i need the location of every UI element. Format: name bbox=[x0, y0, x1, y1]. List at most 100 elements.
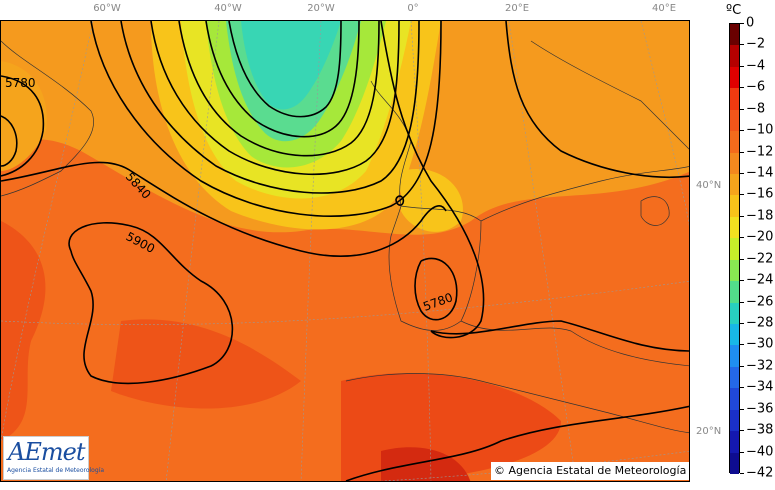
colorbar-tick bbox=[740, 194, 744, 196]
contour-5820 bbox=[120, 21, 420, 194]
contour-5700 bbox=[178, 21, 380, 157]
contour-small-closed bbox=[395, 195, 405, 206]
contour-5780-nw bbox=[1, 75, 45, 177]
colorbar-tick-label: −38 bbox=[746, 422, 774, 438]
colorbar-segment bbox=[730, 88, 739, 111]
colorbar-segment bbox=[730, 388, 739, 411]
colorbar-tick bbox=[740, 301, 744, 303]
colorbar-tick bbox=[740, 344, 744, 346]
colorbar-segment bbox=[730, 281, 739, 304]
colorbar-tick bbox=[740, 151, 744, 153]
field-patch-nw bbox=[1, 61, 47, 171]
colorbar-tick bbox=[740, 108, 744, 110]
colorbar-tick bbox=[740, 65, 744, 67]
colorbar-tick-label: −22 bbox=[746, 251, 774, 267]
field-core-cyan bbox=[241, 21, 341, 110]
colorbar-tick bbox=[740, 44, 744, 46]
colorbar-segment bbox=[730, 24, 739, 46]
colorbar-tick-label: −20 bbox=[746, 229, 774, 245]
colorbar-segment bbox=[730, 45, 739, 68]
graticule bbox=[1, 21, 689, 481]
colorbar-tick bbox=[740, 87, 744, 89]
contour-5840-label-line bbox=[1, 161, 447, 257]
colorbar-segment bbox=[730, 152, 739, 175]
contour-5640 bbox=[205, 21, 360, 138]
colorbar-tick bbox=[740, 173, 744, 174]
colorbar-tick bbox=[740, 130, 744, 132]
colorbar-tick-label: −6 bbox=[746, 79, 766, 95]
contour-5900-east bbox=[430, 320, 689, 352]
logo-subtitle: Agencia Estatal de Meteorología bbox=[7, 467, 104, 474]
colorbar-tick bbox=[740, 237, 744, 239]
colorbar-tick bbox=[740, 365, 744, 367]
aemet-logo: AEmet Agencia Estatal de Meteorología bbox=[3, 436, 104, 480]
lat-label-40n: 40°N bbox=[696, 180, 722, 191]
lon-label-60w: 60°W bbox=[93, 3, 121, 14]
colorbar-tick bbox=[740, 258, 744, 260]
colorbar-tick bbox=[740, 323, 744, 324]
contour-5580 bbox=[228, 21, 342, 118]
colorbar-tick-label: −10 bbox=[746, 122, 774, 138]
colorbar-segment bbox=[730, 302, 739, 325]
colorbar-tick bbox=[740, 280, 744, 282]
colorbar-tick bbox=[740, 215, 744, 217]
colorbar-tick bbox=[740, 23, 744, 24]
colorbar-tick-label: −34 bbox=[746, 379, 774, 395]
colorbar-segment bbox=[730, 66, 739, 89]
colorbar-tick-label: −12 bbox=[746, 144, 774, 160]
lon-label-0: 0° bbox=[407, 3, 419, 14]
lon-label-40w: 40°W bbox=[214, 3, 242, 14]
colorbar-segment bbox=[730, 431, 739, 454]
colorbar-tick-label: 0 bbox=[746, 15, 755, 31]
colorbar-segment bbox=[730, 366, 739, 389]
contour-low-inner bbox=[1, 115, 18, 167]
colorbar bbox=[729, 23, 740, 475]
contour-trough-east bbox=[380, 21, 485, 339]
contour-5900 bbox=[68, 222, 234, 385]
colorbar-segment bbox=[730, 109, 739, 132]
colorbar-tick bbox=[740, 408, 744, 410]
copyright-notice: © Agencia Estatal de Meteorología bbox=[491, 462, 689, 480]
contour-5840 bbox=[90, 21, 442, 217]
colorbar-segment bbox=[730, 174, 739, 196]
colorbar-tick-label: −4 bbox=[746, 58, 766, 74]
colorbar-tick-label: −32 bbox=[746, 358, 774, 374]
colorbar-tick-label: −24 bbox=[746, 272, 774, 288]
coastlines bbox=[1, 40, 689, 434]
contour-5880 bbox=[505, 21, 689, 179]
lon-label-20e: 20°E bbox=[504, 3, 530, 14]
colorbar-segment bbox=[730, 345, 739, 368]
colorbar-tick bbox=[740, 451, 744, 453]
contour-5920-south bbox=[345, 405, 689, 481]
colorbar-tick-label: −28 bbox=[746, 315, 774, 331]
colorbar-segment bbox=[730, 216, 739, 239]
colorbar-segment bbox=[730, 195, 739, 218]
colorbar-unit-label: ºC bbox=[726, 3, 742, 18]
colorbar-tick-label: −18 bbox=[746, 208, 774, 224]
contour-5760 bbox=[150, 21, 400, 176]
colorbar-tick-label: −26 bbox=[746, 294, 774, 310]
colorbar-segment bbox=[730, 238, 739, 261]
colorbar-tick-label: −16 bbox=[746, 186, 774, 202]
colorbar-tick bbox=[740, 473, 744, 474]
colorbar-tick-label: −8 bbox=[746, 101, 766, 117]
colorbar-tick-label: −30 bbox=[746, 336, 774, 352]
lat-label-20n: 20°N bbox=[696, 426, 722, 437]
colorbar-tick-label: −40 bbox=[746, 444, 774, 460]
colorbar-tick bbox=[740, 387, 744, 389]
field-patch-yellow-biscay bbox=[401, 169, 463, 232]
colorbar-segment bbox=[730, 409, 739, 432]
contour-5780-iberia bbox=[414, 257, 458, 321]
contour-label-5780-nw: 5780 bbox=[5, 76, 36, 90]
geopotential-contours bbox=[1, 21, 689, 481]
colorbar-tick bbox=[740, 430, 744, 432]
colorbar-tick-label: −2 bbox=[746, 36, 766, 52]
colorbar-tick-label: −36 bbox=[746, 401, 774, 417]
lon-label-40e: 40°E bbox=[651, 3, 677, 14]
colorbar-segment bbox=[730, 131, 739, 154]
lon-label-20w: 20°W bbox=[307, 3, 335, 14]
field-patch-darkred bbox=[381, 447, 471, 481]
field-patch-red-central bbox=[111, 319, 301, 409]
map-svg: 5780 5840 5900 5780 bbox=[1, 21, 689, 481]
colorbar-tick-label: −14 bbox=[746, 165, 774, 181]
